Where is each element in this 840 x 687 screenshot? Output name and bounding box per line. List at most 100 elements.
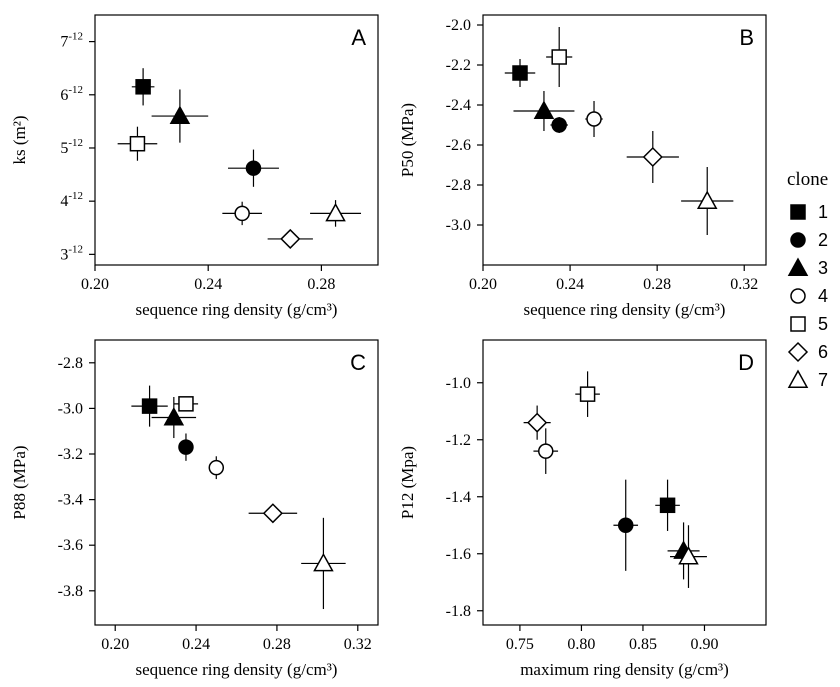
panel-c: 0.20 0.24 0.28 0.32 -3.8 -3.6 -3.4 -3.2 -3.0 -2.8… bbox=[10, 339, 379, 679]
data-point-clone-4 bbox=[234, 205, 250, 222]
legend-label-clone-7: 7 bbox=[818, 370, 828, 390]
plot-frame bbox=[94, 339, 379, 626]
legend-marker-clone-2 bbox=[790, 232, 806, 248]
plot-frame bbox=[482, 14, 767, 266]
data-point-clone-4 bbox=[586, 111, 602, 127]
y-tick-label: -3.6 bbox=[58, 537, 83, 554]
x-axis-label: sequence ring density (g/cm³) bbox=[136, 660, 338, 679]
y-tick-label: -2.2 bbox=[446, 57, 471, 74]
data-point-clone-5 bbox=[178, 396, 194, 412]
legend-title: clone bbox=[787, 169, 828, 190]
x-tick-label: 0.32 bbox=[730, 276, 758, 293]
y-tick-label: -1.8 bbox=[446, 603, 471, 620]
data-point-clone-5 bbox=[129, 135, 146, 152]
data-point-clone-5 bbox=[579, 386, 596, 402]
x-axis-label: sequence ring density (g/cm³) bbox=[136, 300, 338, 319]
plot-frame bbox=[482, 339, 767, 626]
legend-marker-clone-5 bbox=[790, 316, 806, 332]
legend: clone 1 2 3 4 5 6 7 bbox=[787, 169, 828, 390]
y-tick-label: 6-12 bbox=[60, 84, 83, 104]
x-tick-label: 0.20 bbox=[81, 276, 109, 293]
data-point-clone-3 bbox=[169, 105, 191, 125]
data-point-clone-1 bbox=[659, 497, 676, 514]
y-axis-label: ks (m²) bbox=[10, 115, 29, 164]
legend-label-clone-5: 5 bbox=[818, 314, 828, 334]
panel-label: D bbox=[738, 350, 754, 375]
y-axis-label: P50 (MPa) bbox=[398, 103, 417, 177]
y-tick-label: 5-12 bbox=[60, 137, 83, 157]
data-point-clone-7 bbox=[696, 190, 718, 209]
y-tick-label: -2.6 bbox=[446, 137, 471, 154]
data-point-clone-2 bbox=[178, 439, 194, 455]
data-point-clone-7 bbox=[678, 546, 699, 565]
panel-label: B bbox=[739, 25, 754, 50]
data-point-clone-6 bbox=[527, 412, 548, 433]
y-tick-label: -3.0 bbox=[58, 400, 83, 417]
y-tick-label: -3.4 bbox=[58, 492, 83, 509]
x-tick-label: 0.80 bbox=[567, 636, 595, 653]
legend-label-clone-1: 1 bbox=[818, 202, 828, 222]
data-point-clone-3 bbox=[533, 100, 555, 119]
x-tick-label: 0.28 bbox=[307, 276, 335, 293]
y-tick-label: 4-12 bbox=[60, 190, 83, 210]
y-axis-label: P12 (Mpa) bbox=[398, 446, 417, 519]
y-tick-label: -3.2 bbox=[58, 446, 83, 463]
x-tick-label: 0.85 bbox=[629, 636, 657, 653]
data-point-clone-1 bbox=[512, 65, 528, 81]
y-tick-label: -1.0 bbox=[446, 375, 471, 392]
legend-marker-clone-7 bbox=[787, 369, 809, 388]
x-tick-label: 0.24 bbox=[194, 276, 222, 293]
y-tick-label: -2.8 bbox=[58, 355, 83, 372]
data-point-clone-5 bbox=[551, 49, 567, 65]
y-tick-label: -3.8 bbox=[58, 583, 83, 600]
legend-marker-clone-4 bbox=[790, 288, 806, 304]
x-axis-label: sequence ring density (g/cm³) bbox=[524, 300, 726, 319]
legend-label-clone-2: 2 bbox=[818, 230, 828, 250]
panel-label: A bbox=[351, 25, 366, 50]
data-point-clone-2 bbox=[617, 517, 634, 533]
x-tick-label: 0.75 bbox=[506, 636, 534, 653]
data-point-clone-3 bbox=[163, 406, 185, 426]
y-tick-label: 3-12 bbox=[60, 243, 83, 263]
legend-label-clone-4: 4 bbox=[818, 286, 828, 306]
data-point-clone-6 bbox=[262, 503, 283, 524]
x-tick-label: 0.28 bbox=[263, 636, 291, 653]
y-tick-label: -2.0 bbox=[446, 17, 471, 34]
y-tick-label: -1.6 bbox=[446, 546, 471, 563]
panel-a: 0.20 0.24 0.28 3-12 4-12 5-12 6-12 7-12 sequence… bbox=[10, 14, 379, 319]
x-tick-label: 0.28 bbox=[643, 276, 671, 293]
y-tick-label: -1.4 bbox=[446, 489, 471, 506]
y-tick-label: 7-12 bbox=[60, 31, 83, 51]
legend-label-clone-6: 6 bbox=[818, 342, 828, 362]
data-point-clone-7 bbox=[313, 552, 334, 572]
plot-frame bbox=[94, 14, 379, 266]
x-axis-label: maximum ring density (g/cm³) bbox=[520, 660, 729, 679]
data-point-clone-4 bbox=[208, 459, 225, 476]
data-point-clone-6 bbox=[280, 228, 301, 249]
legend-marker-clone-6 bbox=[787, 341, 809, 363]
data-point-clone-4 bbox=[538, 443, 554, 459]
x-tick-label: 0.24 bbox=[556, 276, 584, 293]
panel-d: 0.75 0.80 0.85 0.90 -1.8 -1.6 -1.4 -1.2 -1.0 maxi… bbox=[398, 339, 767, 679]
y-tick-label: -1.2 bbox=[446, 432, 471, 449]
legend-marker-clone-3 bbox=[787, 257, 809, 276]
x-tick-label: 0.20 bbox=[101, 636, 129, 653]
data-point-clone-6 bbox=[642, 146, 663, 168]
x-tick-label: 0.20 bbox=[469, 276, 497, 293]
y-axis-label: P88 (MPa) bbox=[10, 445, 29, 519]
data-point-clone-2 bbox=[245, 160, 262, 176]
legend-marker-clone-1 bbox=[790, 204, 806, 220]
y-tick-label: -2.4 bbox=[446, 97, 471, 114]
legend-label-clone-3: 3 bbox=[818, 258, 828, 278]
data-point-clone-1 bbox=[135, 79, 151, 95]
x-tick-label: 0.90 bbox=[690, 636, 718, 653]
y-tick-label: -3.0 bbox=[446, 217, 471, 234]
x-tick-label: 0.32 bbox=[344, 636, 372, 653]
panel-label: C bbox=[350, 350, 366, 375]
data-point-clone-7 bbox=[325, 202, 346, 222]
panel-b: 0.20 0.24 0.28 0.32 -3.0 -2.8 -2.6 -2.4 -2.2 -2.0… bbox=[398, 14, 767, 319]
data-point-clone-1 bbox=[141, 398, 158, 414]
y-tick-label: -2.8 bbox=[446, 177, 471, 194]
x-tick-label: 0.24 bbox=[182, 636, 210, 653]
